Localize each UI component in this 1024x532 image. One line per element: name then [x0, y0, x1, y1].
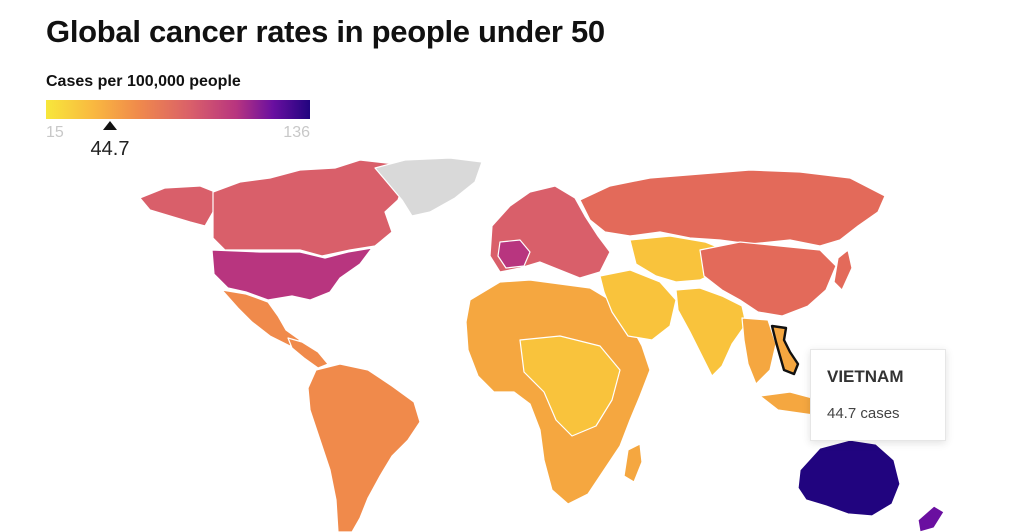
country-central-america[interactable] — [287, 337, 329, 369]
country-southeast-asia[interactable] — [741, 317, 777, 385]
country-madagascar[interactable] — [623, 443, 643, 483]
legend-marker-value: 44.7 — [90, 138, 130, 160]
country-japan[interactable] — [833, 249, 853, 291]
country-australia[interactable] — [797, 439, 901, 517]
tooltip-country-name: VIETNAM — [827, 367, 904, 386]
country-mexico[interactable] — [221, 289, 301, 347]
country-tooltip: VIETNAM 44.7 cases — [810, 349, 946, 441]
legend-color-scale — [46, 100, 310, 119]
country-russia[interactable] — [579, 169, 886, 247]
country-united-states[interactable] — [211, 247, 373, 301]
tooltip-case-value: 44.7 cases — [827, 405, 900, 422]
legend-label: Cases per 100,000 people — [46, 73, 241, 90]
country-canada[interactable] — [212, 159, 406, 257]
world-map — [139, 157, 945, 532]
country-india[interactable] — [675, 287, 747, 377]
legend-marker-triangle — [103, 121, 117, 130]
country-new-zealand[interactable] — [917, 505, 945, 532]
country-middle-east[interactable] — [599, 269, 677, 341]
country-alaska[interactable] — [139, 185, 216, 227]
legend-min-value: 15 — [46, 124, 64, 141]
country-south-america[interactable] — [307, 363, 421, 532]
country-vietnam[interactable] — [770, 324, 800, 376]
country-france[interactable] — [497, 239, 531, 269]
country-china[interactable] — [699, 241, 837, 317]
map-title: Global cancer rates in people under 50 — [46, 14, 605, 49]
legend-max-value: 136 — [283, 124, 310, 141]
country-greenland[interactable] — [374, 157, 483, 217]
country-central-africa[interactable] — [519, 335, 621, 437]
